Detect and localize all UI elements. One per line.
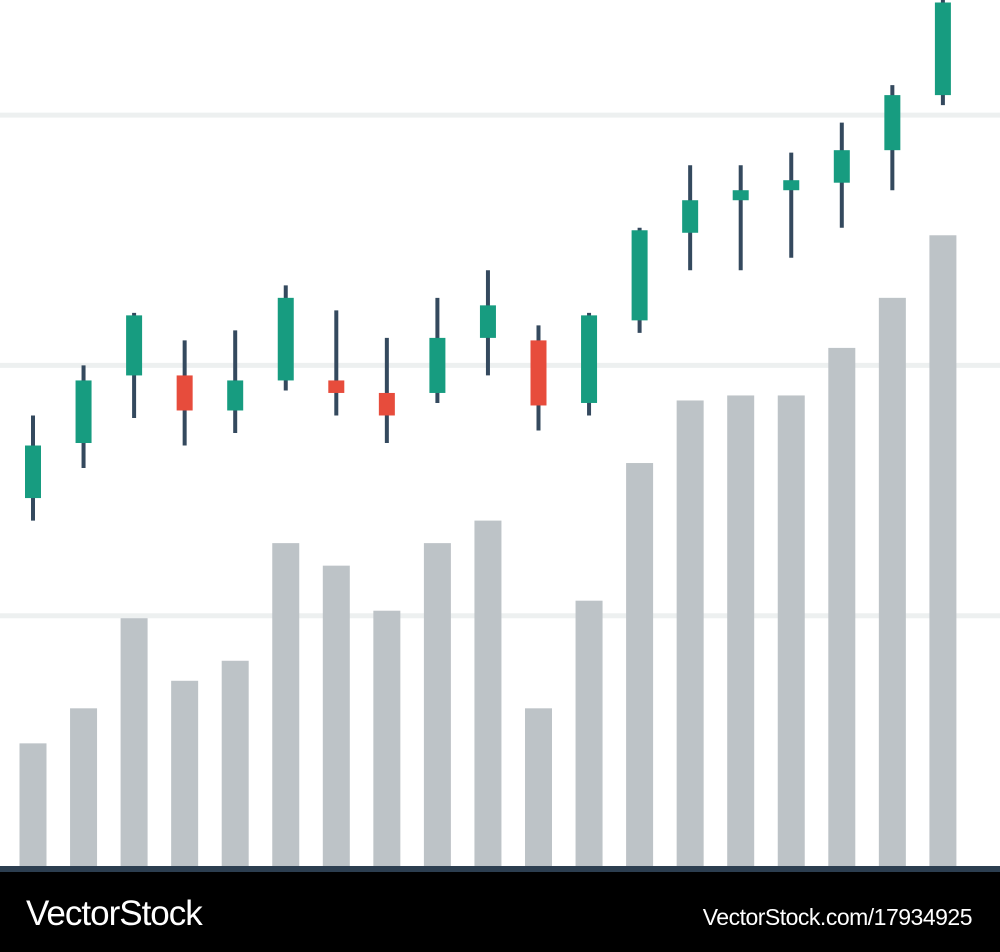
volume-bar <box>423 543 451 866</box>
candle-body <box>176 375 193 411</box>
volume-bar <box>322 565 350 866</box>
candle-body <box>884 95 901 151</box>
candle-body <box>429 337 446 393</box>
candle-body <box>581 315 598 403</box>
candle-body <box>833 150 850 183</box>
candle-body <box>631 230 648 321</box>
volume-bar <box>120 618 148 866</box>
candle-body <box>732 190 749 201</box>
volume-bar <box>878 297 906 866</box>
volume-bar <box>221 660 249 866</box>
volume-bar <box>828 347 856 866</box>
candle-body <box>75 380 92 444</box>
volume-bar <box>777 395 805 866</box>
candle-body <box>530 340 547 406</box>
volume-bar <box>272 543 300 866</box>
volume-bar <box>373 610 401 866</box>
footer: VectorStock VectorStock.com/17934925 <box>0 866 1000 952</box>
volume-bar <box>525 708 552 866</box>
volume-bar <box>676 400 704 866</box>
candle-body <box>277 297 294 381</box>
volume-bar <box>727 395 755 866</box>
candle-body <box>682 200 699 233</box>
candle-body <box>479 305 496 338</box>
url: VectorStock.com/17934925 <box>702 904 973 930</box>
volume-bar <box>474 520 502 866</box>
volume-bar <box>575 600 603 866</box>
candle-body <box>227 380 244 411</box>
volume-bar <box>70 708 98 866</box>
candle-body <box>378 392 395 416</box>
volume-bar <box>626 463 654 866</box>
volume-bar <box>171 680 199 866</box>
chart <box>0 0 1000 866</box>
candle-body <box>783 180 800 191</box>
brand: VectorStock <box>26 894 203 933</box>
candle-body <box>126 315 143 376</box>
candle-body <box>25 445 41 499</box>
candle-body <box>934 2 951 96</box>
candle-body <box>328 380 345 393</box>
volume-bar <box>19 743 47 866</box>
volume-bar <box>929 235 957 866</box>
